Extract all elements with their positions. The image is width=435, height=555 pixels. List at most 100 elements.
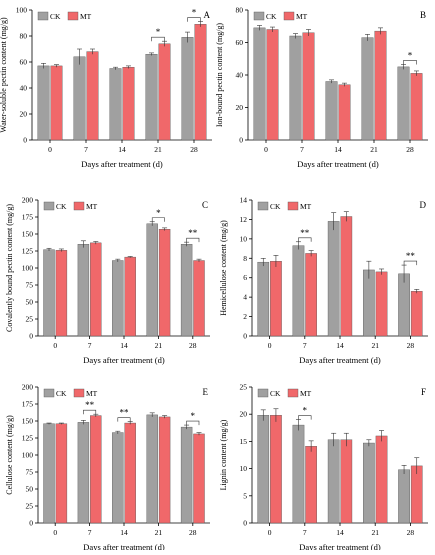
y-tick-label: 125 xyxy=(22,247,34,256)
bar-mt-0 xyxy=(55,250,68,337)
bar-mt-7 xyxy=(90,415,102,524)
legend-swatch-mt xyxy=(73,388,85,398)
significance-mark: ** xyxy=(120,408,130,418)
bar-mt-0 xyxy=(266,29,279,141)
legend-swatch-ck xyxy=(37,11,49,21)
legend-label-mt: MT xyxy=(296,12,308,21)
panel-letter: E xyxy=(203,387,209,397)
x-tick-label: 14 xyxy=(120,528,128,537)
significance-bracket xyxy=(83,409,97,415)
legend-label-ck: CK xyxy=(270,202,281,211)
bar-mt-7 xyxy=(305,253,317,337)
x-tick-label: 0 xyxy=(264,145,268,154)
legend-swatch-ck xyxy=(253,11,265,21)
significance-mark: ** xyxy=(300,228,310,238)
bar-mt-14 xyxy=(340,439,353,524)
y-tick-label: 50 xyxy=(26,485,34,494)
x-tick-label: 21 xyxy=(155,528,163,537)
bar-ck-0 xyxy=(257,261,270,337)
y-tick-label: 0 xyxy=(243,332,247,341)
x-axis-title: Days after treatment (d) xyxy=(81,159,163,169)
y-tick-label: 80 xyxy=(20,32,28,41)
y-tick-label: 0 xyxy=(29,332,33,341)
bar-mt-14 xyxy=(122,66,135,141)
y-axis-title: Ion-bound pectin content (mg/g) xyxy=(215,23,224,128)
significance-bracket xyxy=(151,217,165,222)
bar-ck-7 xyxy=(292,245,305,337)
x-tick-label: 0 xyxy=(48,145,52,154)
y-axis-title: Cellulose content (mg/g) xyxy=(5,415,14,495)
legend-label-ck: CK xyxy=(56,202,67,211)
y-tick-label: 200 xyxy=(22,196,34,205)
bar-ck-21 xyxy=(146,414,158,524)
legend-swatch-ck xyxy=(257,388,269,398)
bar-ck-14 xyxy=(327,439,340,524)
bar-mt-28 xyxy=(193,260,205,337)
y-tick-label: 8 xyxy=(243,254,247,263)
panel-letter: C xyxy=(202,200,208,210)
y-tick-label: 20 xyxy=(236,103,244,112)
legend-swatch-mt xyxy=(287,388,299,398)
y-tick-label: 20 xyxy=(240,410,248,419)
panel-letter: F xyxy=(421,387,426,397)
significance-mark: * xyxy=(192,8,197,18)
x-tick-label: 28 xyxy=(190,145,198,154)
y-tick-label: 10 xyxy=(240,464,248,473)
bar-ck-14 xyxy=(112,432,124,524)
bar-ck-28 xyxy=(397,66,410,141)
y-tick-label: 100 xyxy=(22,264,34,273)
x-tick-label: 7 xyxy=(88,528,92,537)
significance-mark: * xyxy=(156,27,161,37)
y-axis-title: Covalently bound pectin content (mg/g) xyxy=(5,204,14,332)
x-tick-label: 28 xyxy=(407,528,415,537)
x-tick-label: 14 xyxy=(336,528,344,537)
y-tick-label: 100 xyxy=(16,6,28,15)
legend-swatch-mt xyxy=(73,201,85,211)
y-tick-label: 40 xyxy=(20,84,28,93)
bar-ck-0 xyxy=(37,65,50,141)
y-tick-label: 100 xyxy=(22,451,34,460)
bar-mt-28 xyxy=(194,24,207,141)
bar-ck-14 xyxy=(109,68,122,141)
chart-panel-a: 0 20 40 60 80 100 0 7 14 21 28 * * CK MT A Days after tr… xyxy=(0,6,212,169)
x-tick-label: 7 xyxy=(303,528,307,537)
y-tick-label: 0 xyxy=(243,519,247,528)
x-tick-label: 21 xyxy=(370,145,378,154)
significance-mark: * xyxy=(303,406,308,416)
bar-ck-7 xyxy=(73,56,86,141)
bar-ck-21 xyxy=(363,442,375,524)
x-axis-title: Days after treatment (d) xyxy=(299,355,381,365)
x-tick-label: 28 xyxy=(189,341,197,350)
x-tick-label: 7 xyxy=(84,145,88,154)
bar-mt-7 xyxy=(90,242,102,337)
x-tick-label: 14 xyxy=(118,145,126,154)
x-tick-label: 21 xyxy=(371,341,379,350)
bar-mt-14 xyxy=(124,256,136,337)
bar-mt-21 xyxy=(375,271,388,337)
y-tick-label: 40 xyxy=(236,71,244,80)
significance-mark: * xyxy=(156,208,161,218)
bar-ck-28 xyxy=(398,469,410,524)
significance-mark: ** xyxy=(85,400,95,410)
y-tick-label: 200 xyxy=(22,383,34,392)
y-tick-label: 0 xyxy=(29,519,33,528)
bar-ck-28 xyxy=(181,37,194,141)
legend-label-mt: MT xyxy=(300,389,312,398)
y-tick-label: 12 xyxy=(240,215,248,224)
bar-mt-21 xyxy=(158,229,171,337)
y-tick-label: 50 xyxy=(26,298,34,307)
x-tick-label: 28 xyxy=(406,145,414,154)
significance-bracket xyxy=(117,417,131,422)
y-tick-label: 2 xyxy=(243,312,247,321)
x-tick-label: 28 xyxy=(189,528,197,537)
bar-mt-21 xyxy=(158,43,171,141)
bar-ck-7 xyxy=(292,424,305,524)
significance-bracket xyxy=(298,415,312,420)
y-tick-label: 150 xyxy=(22,417,34,426)
y-tick-label: 60 xyxy=(20,58,28,67)
x-axis-title: Days after treatment (d) xyxy=(83,542,165,550)
